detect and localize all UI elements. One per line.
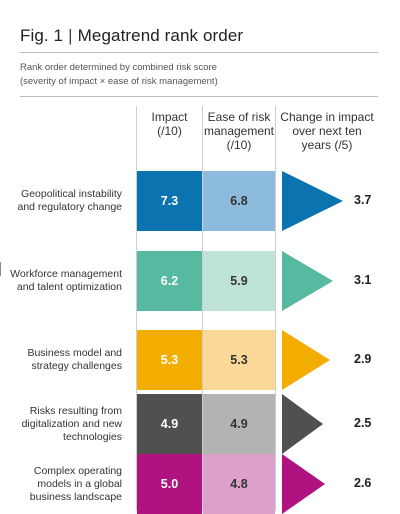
change-triangle <box>282 251 333 311</box>
impact-value-box: 5.3 <box>137 330 202 390</box>
change-value-label: 3.1 <box>354 273 372 287</box>
title-rule <box>20 52 378 53</box>
row-label: Complex operating models in a global bus… <box>29 464 122 503</box>
column-header-impact: Impact (/10) <box>151 110 188 138</box>
ease-value-box: 4.8 <box>203 454 275 514</box>
change-triangle-shape <box>282 171 343 231</box>
column-header-ease: Ease of risk management (/10) <box>203 110 275 152</box>
impact-value-box: 5.0 <box>137 454 202 514</box>
figure-label: Fig. 1 <box>20 26 64 45</box>
chart-title: Fig. 1 | Megatrend rank order <box>20 26 243 46</box>
row-label: Geopolitical instability and regulatory … <box>17 188 123 213</box>
column-header-change: Change in impact over next ten years (/5… <box>280 110 374 152</box>
ease-value-box: 5.3 <box>203 330 275 390</box>
change-triangle-shape <box>282 251 333 311</box>
change-triangle <box>282 330 330 390</box>
impact-value-box: 6.2 <box>137 251 202 311</box>
change-value-label: 2.6 <box>354 476 372 490</box>
ease-value-box: 6.8 <box>203 171 275 231</box>
change-triangle <box>282 171 343 231</box>
change-value-label: 2.9 <box>354 352 372 366</box>
column-divider-3 <box>275 106 276 511</box>
ease-value-box: 4.9 <box>203 394 275 454</box>
row-label: Business model and strategy challenges <box>27 347 122 372</box>
change-value-label: 2.5 <box>354 416 372 430</box>
row-label: Workforce management and talent optimiza… <box>10 268 122 293</box>
impact-value-box: 4.9 <box>137 394 202 454</box>
change-value-label: 3.7 <box>354 193 372 207</box>
change-triangle-shape <box>282 454 325 514</box>
impact-value-box: 7.3 <box>137 171 202 231</box>
change-triangle-shape <box>282 394 323 454</box>
ease-value-box: 5.9 <box>203 251 275 311</box>
column-divider-2 <box>202 106 203 511</box>
row-label: Risks resulting from digitalization and … <box>21 404 122 443</box>
title-text: Megatrend rank order <box>77 26 244 45</box>
change-triangle <box>282 394 323 454</box>
column-divider-1 <box>136 106 137 511</box>
change-triangle <box>282 454 325 514</box>
edge-tick-mark <box>0 262 1 276</box>
subtitle-line-1: Rank order determined by combined risk s… <box>20 62 217 73</box>
change-triangle-shape <box>282 330 330 390</box>
title-separator: | <box>68 26 73 45</box>
subtitle-rule <box>20 96 378 97</box>
subtitle-line-2: (severity of impact × ease of risk manag… <box>20 76 218 87</box>
